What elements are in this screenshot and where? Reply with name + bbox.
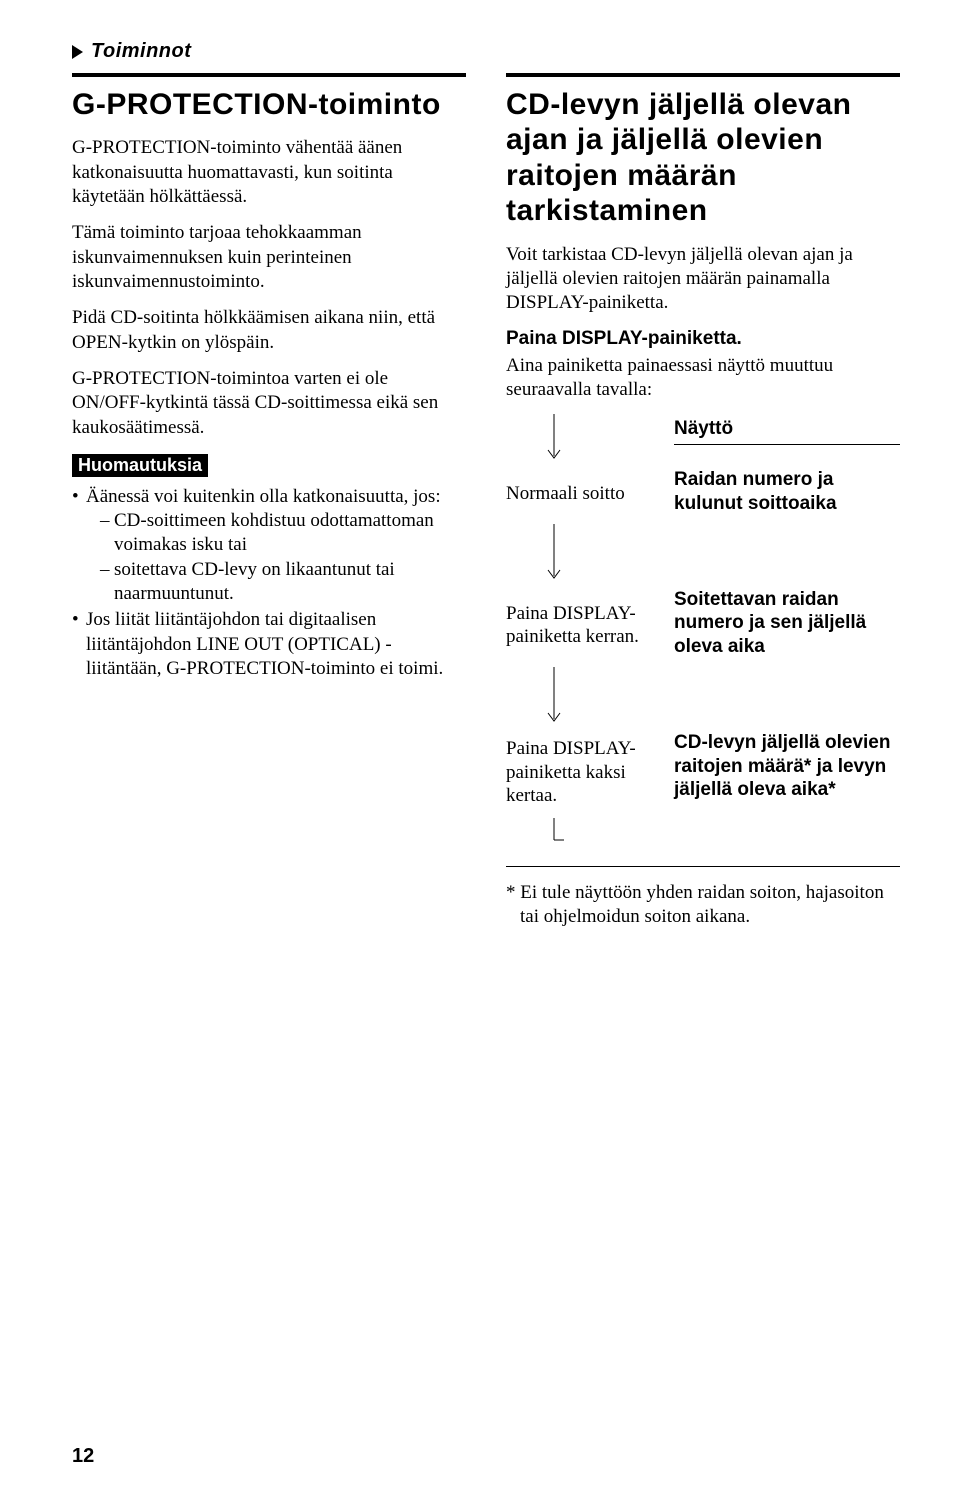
arrow-down-icon [544,414,564,464]
flow-spacer [666,667,900,727]
right-column: CD-levyn jäljellä olevan ajan ja jäljell… [506,73,900,930]
footnote-rule [506,866,900,867]
display-header: Näyttö [674,418,900,445]
line-stub-icon [544,818,564,848]
footnote: * Ei tule näyttöön yhden raidan soiton, … [506,881,900,930]
flow-state-label: Paina DISPLAY-painiketta kaksi kertaa. [506,727,666,818]
flow-row [506,524,900,584]
flow-row: Paina DISPLAY-painiketta kerran. Soitett… [506,584,900,667]
flow-arrow-cell [506,414,666,464]
right-para-1: Voit tarkistaa CD-levyn jäljellä olevan … [506,243,900,316]
display-flow: Näyttö Normaali soitto Raidan numero ja … [506,414,900,848]
flow-display-value: Soitettavan raidan numero ja sen jäljell… [674,588,900,659]
flow-display-header-cell: Näyttö [666,414,900,464]
section-tab-label: Toiminnot [91,40,191,63]
left-para-3: Pidä CD-soitinta hölkkäämisen aikana nii… [72,306,466,355]
instruction-bold: Paina DISPLAY-painiketta. [506,328,900,350]
flow-arrow-cell [506,667,666,727]
flow-row: Normaali soitto Raidan numero ja kulunut… [506,464,900,524]
left-para-2: Tämä toiminto tarjoaa tehokkaamman iskun… [72,221,466,294]
note-sub-item: CD-soittimeen kohdistuu odottamattoman v… [86,509,466,558]
flow-display-cell: CD-levyn jäljellä olevien raitojen määrä… [666,727,900,818]
right-heading: CD-levyn jäljellä olevan ajan ja jäljell… [506,87,900,229]
left-column: G-PROTECTION-toiminto G-PROTECTION-toimi… [72,73,466,930]
flow-spacer [666,818,900,848]
flow-row: Näyttö [506,414,900,464]
arrow-down-icon [544,524,564,584]
flow-row [506,667,900,727]
note-item: Äänessä voi kuitenkin olla katkonaisuutt… [72,485,466,607]
page-number: 12 [72,1445,94,1468]
section-tab: Toiminnot [72,40,191,63]
note-sub-item: soitettava CD-levy on likaantunut tai na… [86,558,466,607]
flow-display-value: CD-levyn jäljellä olevien raitojen määrä… [674,731,900,802]
flow-state-label: Paina DISPLAY-painiketta kerran. [506,584,666,667]
arrow-down-icon [544,667,564,727]
triangle-icon [72,45,83,59]
flow-display-cell: Raidan numero ja kulunut soittoaika [666,464,900,524]
flow-arrow-cell [506,818,666,848]
note-item: Jos liität liitäntäjohdon tai digitaalis… [72,608,466,681]
note-sublist: CD-soittimeen kohdistuu odottamattoman v… [86,509,466,606]
flow-display-value: Raidan numero ja kulunut soittoaika [674,468,900,516]
left-heading: G-PROTECTION-toiminto [72,87,466,122]
flow-row: Paina DISPLAY-painiketta kaksi kertaa. C… [506,727,900,818]
notes-list: Äänessä voi kuitenkin olla katkonaisuutt… [72,485,466,682]
flow-state-label: Normaali soitto [506,464,666,524]
two-column-layout: G-PROTECTION-toiminto G-PROTECTION-toimi… [72,73,900,930]
left-para-1: G-PROTECTION-toiminto vähentää äänen kat… [72,136,466,209]
heading-rule [72,73,466,77]
flow-spacer [666,524,900,584]
notes-badge: Huomautuksia [72,454,208,477]
left-para-4: G-PROTECTION-toimintoa varten ei ole ON/… [72,367,466,440]
flow-display-cell: Soitettavan raidan numero ja sen jäljell… [666,584,900,667]
heading-rule [506,73,900,77]
note-lead: Äänessä voi kuitenkin olla katkonaisuutt… [86,486,441,507]
flow-arrow-cell [506,524,666,584]
flow-row [506,818,900,848]
right-para-2: Aina painiketta painaessasi näyttö muutt… [506,354,900,403]
